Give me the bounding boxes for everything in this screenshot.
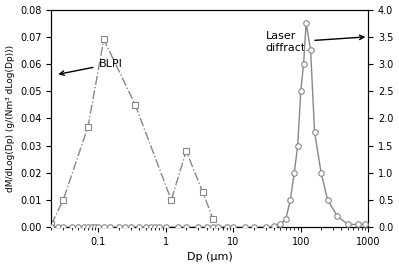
Text: BLPI: BLPI: [60, 59, 122, 75]
X-axis label: Dp (μm): Dp (μm): [187, 252, 233, 262]
Y-axis label: dM/dLog(Dp) (g/(Nm³ dLog(Dp))): dM/dLog(Dp) (g/(Nm³ dLog(Dp))): [6, 45, 14, 192]
Text: Laser
diffract.: Laser diffract.: [265, 31, 364, 53]
